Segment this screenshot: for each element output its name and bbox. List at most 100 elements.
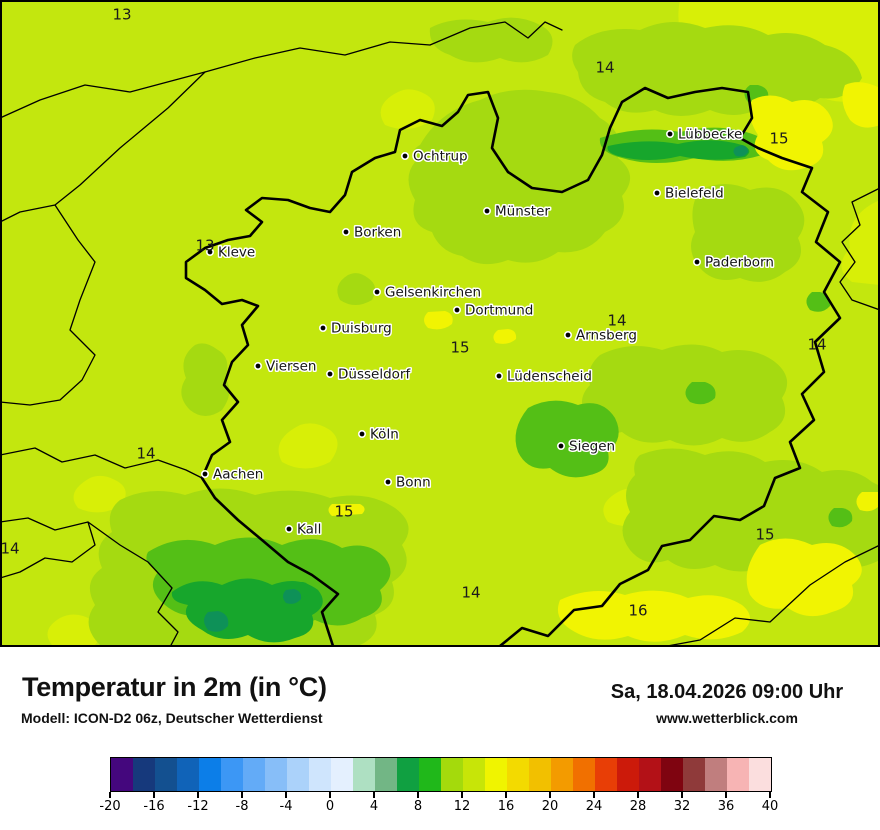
city-dot: [494, 371, 503, 380]
temp-value-label: 14: [136, 445, 155, 463]
legend-tick-label: 20: [541, 799, 559, 814]
legend-tick-label: 12: [453, 799, 471, 814]
legend-band-5: [221, 758, 243, 791]
city-label: Aachen: [213, 467, 263, 483]
legend-band-24: [639, 758, 661, 791]
city-label: Arnsberg: [576, 328, 637, 344]
map-shape: [337, 273, 376, 305]
legend-tick-label: 36: [717, 799, 735, 814]
legend-tick: [769, 792, 771, 798]
city-marker-borken: Borken: [341, 223, 403, 242]
map-shape: [493, 329, 517, 344]
city-marker-bonn: Bonn: [383, 473, 432, 492]
city-label: Düsseldorf: [338, 367, 411, 383]
temp-value-label: 15: [334, 503, 353, 521]
temp-value-label: 15: [450, 339, 469, 357]
map-shape: [515, 400, 619, 478]
legend-tick: [549, 792, 551, 798]
city-marker-aachen: Aachen: [201, 465, 265, 484]
legend-band-17: [485, 758, 507, 791]
city-label: Bielefeld: [665, 186, 724, 202]
legend-band-23: [617, 758, 639, 791]
city-dot: [482, 207, 491, 216]
city-marker-bielefeld: Bielefeld: [652, 184, 725, 203]
legend-band-6: [243, 758, 265, 791]
city-label: Münster: [495, 204, 550, 220]
legend-band-18: [507, 758, 529, 791]
city-marker-ochtrup: Ochtrup: [400, 147, 469, 166]
legend-colorbar: [110, 757, 772, 792]
map-shape: [0, 71, 206, 223]
city-dot: [652, 189, 661, 198]
city-dot: [201, 469, 210, 478]
timestamp: Sa, 18.04.2026 09:00 Uhr: [610, 681, 844, 703]
map-shape: [429, 17, 553, 63]
city-marker-dusseldorf: Düsseldorf: [325, 365, 413, 384]
legend-band-7: [265, 758, 287, 791]
model-info: Modell: ICON-D2 06z, Deutscher Wetterdie…: [21, 710, 323, 726]
temp-value-label: 14: [0, 540, 19, 558]
legend-tick-label: 8: [413, 799, 423, 814]
city-marker-siegen: Siegen: [556, 437, 617, 456]
legend-band-21: [573, 758, 595, 791]
city-label: Dortmund: [465, 303, 533, 319]
map-shape: [283, 589, 302, 604]
legend-tick: [373, 792, 375, 798]
legend-tick: [461, 792, 463, 798]
city-label: Lüdenscheid: [507, 369, 592, 385]
legend-tick: [637, 792, 639, 798]
city-marker-kleve: Kleve: [206, 243, 257, 262]
city-dot: [400, 152, 409, 161]
city-dot: [692, 257, 701, 266]
city-dot: [452, 305, 461, 314]
legend-band-22: [595, 758, 617, 791]
map-shape: [0, 204, 96, 406]
legend-tick-label: 40: [761, 799, 779, 814]
legend-tick-label: 28: [629, 799, 647, 814]
city-marker-gelsenkirchen: Gelsenkirchen: [372, 283, 483, 302]
map-shape: [181, 343, 230, 416]
map-shape: [842, 82, 880, 128]
city-label: Siegen: [569, 439, 615, 455]
legend-band-14: [419, 758, 441, 791]
map-shape: [47, 614, 101, 645]
city-marker-ludenscheid: Lüdenscheid: [494, 367, 593, 386]
legend-band-12: [375, 758, 397, 791]
city-marker-koln: Köln: [357, 425, 400, 444]
legend-band-9: [309, 758, 331, 791]
website-url: www.wetterblick.com: [656, 710, 798, 726]
legend-tick: [329, 792, 331, 798]
legend-band-28: [727, 758, 749, 791]
legend-band-26: [683, 758, 705, 791]
city-dot: [372, 287, 381, 296]
legend-tick: [725, 792, 727, 798]
city-dot: [254, 361, 263, 370]
map-shape: [87, 521, 179, 648]
city-label: Köln: [370, 427, 399, 443]
map-area: Ochtrup Lübbecke Bielefeld Borken Kleve Münst…: [0, 0, 880, 648]
city-marker-munster: Münster: [482, 202, 552, 221]
map-shape: [661, 544, 880, 648]
legend-band-15: [441, 758, 463, 791]
temp-value-label: 16: [628, 602, 647, 620]
temperature-map: Ochtrup Lübbecke Bielefeld Borken Kleve Münst…: [0, 0, 880, 648]
map-shape: [856, 492, 880, 512]
legend-tick-label: -16: [143, 799, 165, 814]
city-label: Ochtrup: [413, 149, 468, 165]
legend-tick-label: -8: [235, 799, 249, 814]
city-dot: [341, 228, 350, 237]
legend-tick-label: -12: [187, 799, 209, 814]
legend-tick-label: -4: [279, 799, 293, 814]
legend-tick-label: 4: [369, 799, 379, 814]
temp-value-label: 14: [595, 59, 614, 77]
temp-value-label: 13: [112, 6, 131, 24]
temp-value-label: 15: [755, 526, 774, 544]
city-dot: [563, 330, 572, 339]
map-shape: [746, 538, 862, 617]
page-title: Temperatur in 2m (in °C): [22, 672, 327, 702]
legend-tick: [593, 792, 595, 798]
city-dot: [665, 130, 674, 139]
legend-band-29: [749, 758, 771, 791]
city-dot: [383, 477, 392, 486]
